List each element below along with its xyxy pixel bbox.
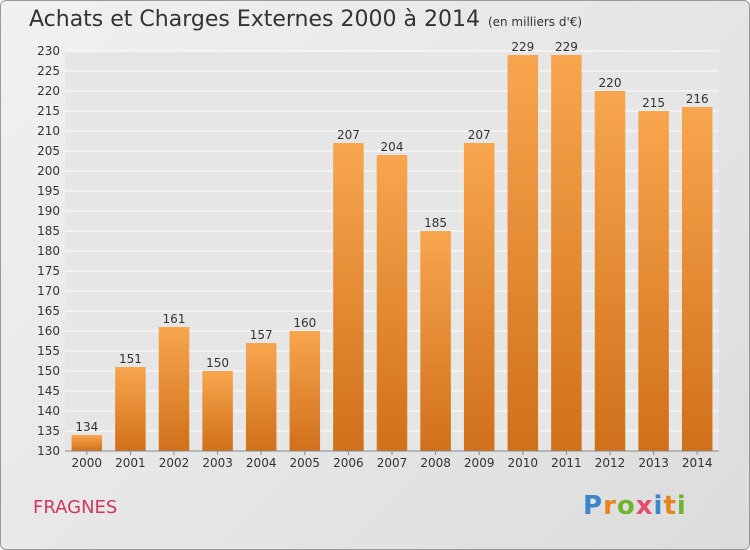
x-tick-label: 2014 <box>682 456 713 470</box>
bar-value-label: 207 <box>337 128 360 142</box>
bar-value-label: 216 <box>686 92 709 106</box>
bar <box>463 143 495 451</box>
x-tick-label: 2008 <box>420 456 451 470</box>
y-tick-label: 195 <box>37 184 60 198</box>
x-tick-label: 2004 <box>246 456 277 470</box>
bar <box>245 343 277 451</box>
logo-letter: o <box>616 491 636 521</box>
chart-title-text: Achats et Charges Externes 2000 à 2014 <box>29 7 480 32</box>
bar <box>202 371 233 451</box>
bar-value-label: 161 <box>163 312 186 326</box>
x-tick-label: 2011 <box>551 456 582 470</box>
logo-letter: P <box>583 491 604 521</box>
bar <box>551 55 582 451</box>
x-tick-label: 2012 <box>595 456 626 470</box>
chart-unit: (en milliers d'€) <box>487 15 583 29</box>
y-tick-label: 200 <box>37 164 60 178</box>
x-tick-label: 2002 <box>159 456 190 470</box>
y-tick-label: 140 <box>37 404 60 418</box>
y-tick-label: 185 <box>37 224 60 238</box>
y-tick-label: 215 <box>37 104 60 118</box>
x-tick-label: 2010 <box>508 456 539 470</box>
bar <box>333 143 364 451</box>
y-tick-label: 130 <box>37 444 60 458</box>
chart-title: Achats et Charges Externes 2000 à 2014 (e… <box>29 7 582 32</box>
bar-value-label: 157 <box>250 328 273 342</box>
bar <box>71 435 103 451</box>
y-tick-label: 170 <box>37 284 60 298</box>
bar-value-label: 229 <box>555 40 578 54</box>
bar <box>376 155 408 451</box>
x-tick-label: 2007 <box>377 456 408 470</box>
bar <box>420 231 451 451</box>
bar-value-label: 215 <box>642 96 665 110</box>
x-tick-label: 2001 <box>115 456 146 470</box>
bar-value-label: 151 <box>119 352 142 366</box>
y-tick-label: 230 <box>37 44 60 58</box>
bar <box>638 111 669 451</box>
x-tick-label: 2013 <box>638 456 669 470</box>
bar <box>681 107 713 451</box>
y-tick-label: 190 <box>37 204 60 218</box>
place-name: FRAGNES <box>33 497 118 518</box>
y-tick-label: 220 <box>37 84 60 98</box>
bar-value-label: 134 <box>75 420 98 434</box>
x-tick-label: 2006 <box>333 456 364 470</box>
bar <box>115 367 146 451</box>
x-tick-label: 2009 <box>464 456 495 470</box>
bar-value-label: 229 <box>511 40 534 54</box>
bar <box>158 327 190 451</box>
y-tick-label: 225 <box>37 64 60 78</box>
logo-letter: t <box>663 491 677 521</box>
x-tick-label: 2000 <box>72 456 103 470</box>
y-tick-label: 135 <box>37 424 60 438</box>
y-tick-label: 210 <box>37 124 60 138</box>
y-tick-label: 155 <box>37 344 60 358</box>
logo-letter: x <box>635 491 654 521</box>
y-tick-label: 205 <box>37 144 60 158</box>
proxiti-logo: Proxiti <box>583 491 687 521</box>
bar-value-label: 207 <box>468 128 491 142</box>
logo-letter: i <box>676 491 687 521</box>
x-tick-label: 2005 <box>290 456 321 470</box>
y-tick-label: 160 <box>37 324 60 338</box>
bar <box>507 55 539 451</box>
bar <box>594 91 626 451</box>
x-tick-label: 2003 <box>202 456 233 470</box>
bar-value-label: 204 <box>381 140 404 154</box>
logo-letter: i <box>653 491 664 521</box>
y-tick-label: 165 <box>37 304 60 318</box>
bar-value-label: 185 <box>424 216 447 230</box>
logo-letter: r <box>603 491 617 521</box>
bar-value-label: 220 <box>599 76 622 90</box>
bar-value-label: 150 <box>206 356 229 370</box>
bar-value-label: 160 <box>293 316 316 330</box>
y-tick-label: 150 <box>37 364 60 378</box>
y-tick-label: 175 <box>37 264 60 278</box>
y-tick-label: 145 <box>37 384 60 398</box>
y-tick-label: 180 <box>37 244 60 258</box>
bar <box>289 331 321 451</box>
